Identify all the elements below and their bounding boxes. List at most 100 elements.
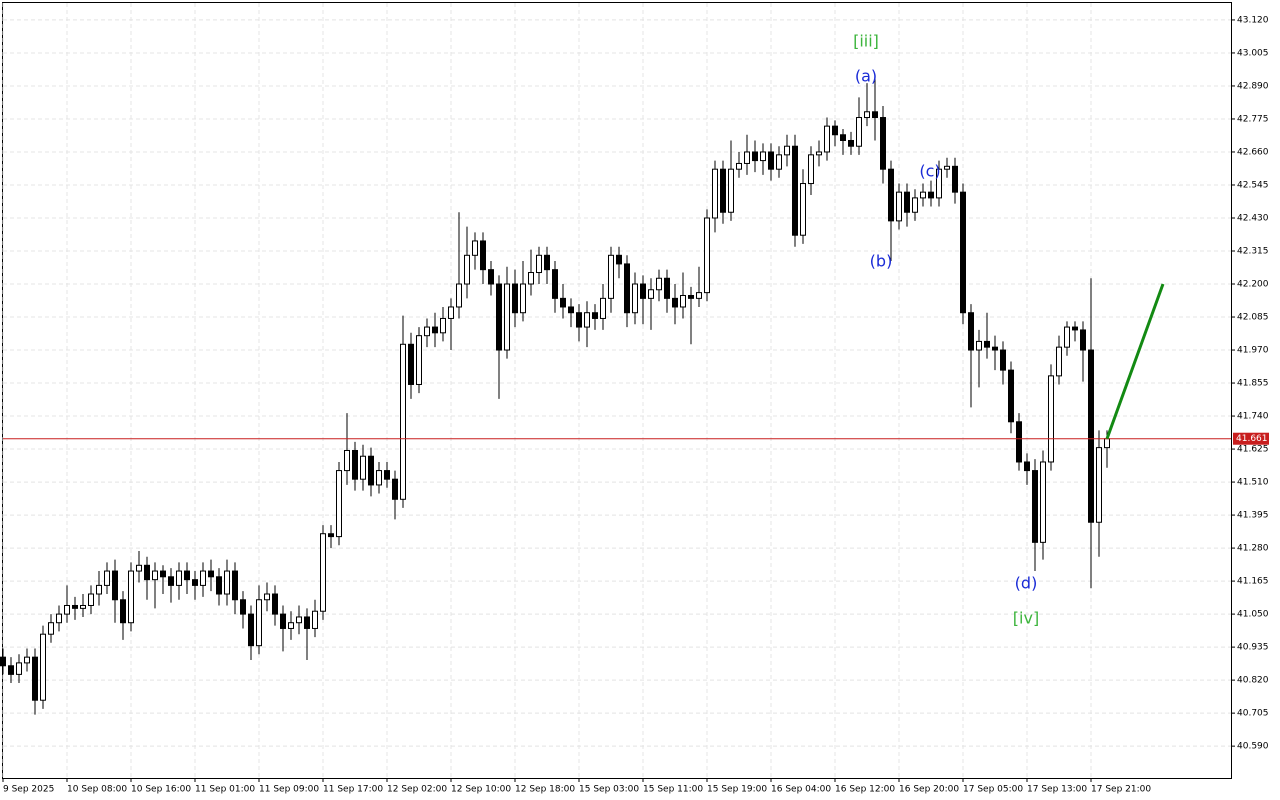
candle-body [712,168,718,219]
x-tick-label: 16 Sep 12:00 [835,785,895,795]
candle-body [872,111,878,119]
candle-body [544,254,550,271]
y-tick-label: 43.120 [1237,15,1269,25]
candle-body [1096,447,1102,523]
candle-body [1104,438,1110,449]
candle-body [904,191,910,213]
candle-body [1000,349,1006,371]
candle-body [424,326,430,337]
candle-body [432,326,438,334]
candle-body [136,564,142,572]
candle-body [768,151,774,170]
candle-body [952,165,958,193]
wave-label: [iii] [853,32,879,51]
candle-body [688,294,694,299]
candle-body [1056,346,1062,377]
candle-body [568,306,574,314]
candle-body [512,283,518,314]
last-price-box [1233,432,1269,445]
x-tick-label: 12 Sep 18:00 [515,785,575,795]
candle-body [656,277,662,291]
x-tick-label: 17 Sep 05:00 [963,785,1023,795]
candle-body [1008,369,1014,423]
y-tick-label: 42.775 [1237,114,1269,124]
candle-body [64,604,70,615]
candle-body [640,283,646,299]
y-tick-label: 40.935 [1237,643,1269,653]
candle-body [352,449,358,480]
y-tick-label: 41.280 [1237,544,1269,554]
x-tick-label: 12 Sep 02:00 [387,785,447,795]
candle-body [176,570,182,586]
candle-body [720,168,726,213]
y-tick-label: 42.545 [1237,180,1269,190]
candle-body [808,154,814,185]
candle-body [192,579,198,586]
candle-body [1064,326,1070,348]
y-tick-label: 42.085 [1237,313,1269,323]
candle-body [1048,375,1054,463]
candle-body [912,197,918,213]
candle-body [1088,349,1094,523]
candle-body [800,183,806,236]
candle-body [256,599,262,647]
last-price-label: 41.661 [1236,434,1268,444]
y-tick-label: 40.705 [1237,709,1269,719]
candle-body [120,599,126,624]
candle-body [864,111,870,119]
candle-body [928,191,934,199]
candle-body [528,272,534,285]
candle-body [224,570,230,595]
candle-body [40,633,46,701]
y-tick-label: 42.200 [1237,280,1269,290]
x-tick-label: 16 Sep 04:00 [771,785,831,795]
y-tick-label: 42.315 [1237,247,1269,257]
wave-label: (c) [919,162,940,181]
candle-body [560,297,566,308]
candle-body [104,570,110,586]
y-tick-label: 40.590 [1237,742,1269,752]
candle-body [816,151,822,156]
candle-body [448,306,454,319]
candle-body [592,312,598,319]
candle-body [216,576,222,595]
candle-body [408,343,414,385]
candle-body [696,292,702,299]
candle-body [96,584,102,595]
y-tick-label: 41.165 [1237,577,1269,587]
candle-body [552,269,558,299]
candle-body [840,134,846,141]
candle-body [488,269,494,285]
candle-body [72,604,78,609]
x-tick-label: 11 Sep 09:00 [259,785,319,795]
candle-body [1024,461,1030,472]
candle-body [632,283,638,314]
candle-body [128,570,134,624]
y-tick-label: 41.855 [1237,379,1269,389]
y-tick-label: 41.510 [1237,478,1269,488]
candle-body [32,656,38,701]
x-tick-label: 11 Sep 01:00 [195,785,255,795]
candle-body [384,470,390,480]
candle-body [792,145,798,236]
candle-body [968,312,974,351]
candle-body [8,665,14,675]
x-tick-label: 16 Sep 20:00 [899,785,959,795]
candle-body [480,240,486,271]
candle-body [232,570,238,601]
candle-body [960,191,966,314]
x-tick-label: 12 Sep 10:00 [451,785,511,795]
candle-body [184,570,190,581]
candle-body [264,593,270,601]
candle-body [984,340,990,348]
candle-body [504,283,510,351]
projection-line [1105,283,1165,440]
y-tick-label: 42.660 [1237,147,1269,157]
candle-body [416,335,422,385]
x-tick-label: 15 Sep 11:00 [643,785,703,795]
candle-body [576,312,582,328]
candle-body [896,191,902,222]
candle-body [600,297,606,319]
y-tick-label: 41.740 [1237,412,1269,422]
